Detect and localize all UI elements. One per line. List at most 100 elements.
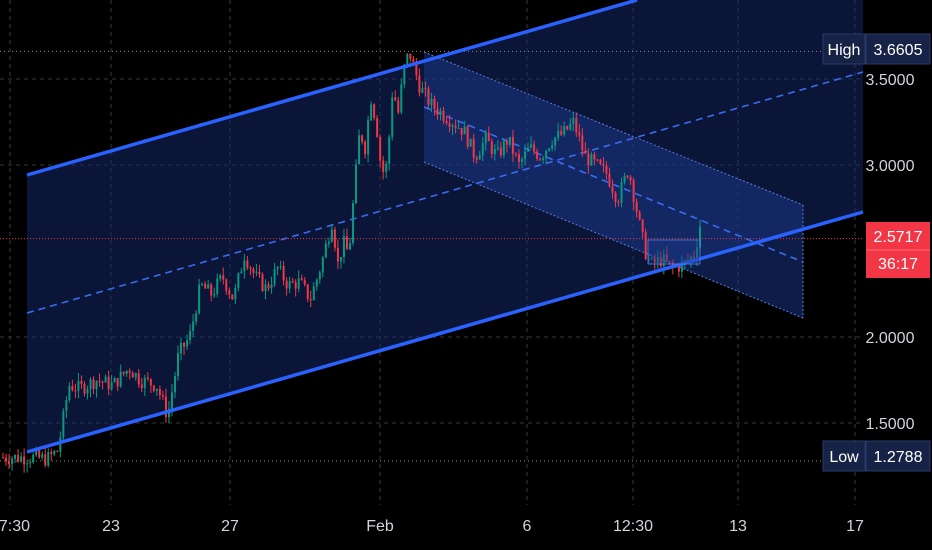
low-tag-value-box (865, 440, 931, 472)
candle-body (140, 384, 143, 389)
candle-body (481, 143, 484, 156)
ascending-channel-lower-line[interactable] (26, 210, 864, 454)
time-axis[interactable]: 17:30 23 27 Feb 6 12:30 13 17 (0, 518, 864, 535)
candle-body (466, 126, 469, 147)
candle-body (249, 267, 252, 269)
candle-body (605, 165, 608, 174)
candle-body (391, 97, 394, 137)
channel-drawings[interactable] (26, 0, 864, 452)
candle-body (554, 137, 557, 146)
candles (2, 53, 701, 473)
candle-body (119, 371, 122, 387)
candle-body (41, 454, 44, 458)
last-price-value: 2.5717 (874, 229, 923, 246)
last-price-tag: 2.5717 36:17 (866, 222, 930, 278)
candle-body (514, 153, 517, 155)
candle-body (358, 135, 361, 165)
candle-body (29, 462, 32, 464)
high-tag-value: 3.6605 (874, 42, 923, 59)
candle-body (198, 284, 201, 314)
candle-body (475, 157, 478, 160)
candle-body (629, 177, 632, 181)
candle-body (584, 150, 587, 154)
candle-body (246, 260, 249, 268)
candle-body (71, 386, 74, 391)
candle-body (352, 203, 355, 244)
candle-body (563, 126, 566, 135)
descending-channel-upper-line[interactable] (423, 51, 804, 206)
candle-body (128, 370, 131, 373)
candle-body (35, 450, 38, 456)
candle-body (626, 175, 629, 178)
candle-body (460, 127, 463, 135)
candle-body (173, 376, 176, 393)
candle-body (575, 118, 578, 133)
time-axis-tick-label: 23 (102, 518, 120, 535)
candle-body (161, 395, 164, 397)
candle-body (370, 104, 373, 121)
candle-body (677, 266, 680, 272)
candle-body (502, 140, 505, 156)
candle-body (240, 271, 243, 274)
candle-body (23, 456, 26, 465)
time-axis-tick-label: Feb (366, 518, 394, 535)
candle-body (65, 400, 68, 411)
candle-body (680, 262, 683, 272)
descending-channel-midline[interactable] (423, 106, 804, 263)
candle-body (400, 84, 403, 113)
candle-body (207, 284, 210, 289)
ascending-channel-midline[interactable] (26, 71, 864, 314)
candle-body (77, 380, 80, 391)
candle-body (330, 229, 333, 242)
candle-body (490, 141, 493, 155)
candle-body (560, 130, 563, 135)
price-axis-tick-label: 3.5000 (866, 72, 915, 89)
candle-body (427, 88, 430, 105)
price-axis[interactable]: 1.5000 2.0000 3.0000 3.5000 (866, 72, 915, 433)
candle-body (551, 145, 554, 149)
candle-body (412, 58, 415, 62)
candle-body (282, 266, 285, 281)
candle-body (44, 454, 47, 466)
time-axis-tick-label: 27 (221, 518, 239, 535)
candle-body (131, 372, 134, 378)
candle-body (650, 257, 653, 259)
channel-boundaries[interactable] (26, 0, 864, 454)
candle-body (530, 144, 533, 148)
candle-body (403, 64, 406, 85)
candle-body (695, 247, 698, 259)
candle-body (294, 282, 297, 289)
candle-body (536, 151, 539, 159)
candle-body (59, 437, 62, 452)
candle-body (593, 154, 596, 160)
candle-body (243, 260, 246, 272)
candle-body (539, 158, 542, 160)
candle-body (164, 396, 167, 418)
candle-body (195, 313, 198, 322)
candle-body (647, 258, 650, 260)
ascending-channel-upper-line[interactable] (26, 0, 638, 177)
candle-body (110, 382, 113, 390)
high-tag-label: High (828, 42, 861, 59)
time-axis-tick-label: 13 (729, 518, 747, 535)
candle-body (517, 154, 520, 162)
candle-body (665, 254, 668, 261)
time-axis-tick-label: 17:30 (0, 518, 30, 535)
candle-body (692, 256, 695, 259)
candle-body (149, 379, 152, 386)
candle-body (527, 147, 530, 152)
candle-body (379, 136, 382, 161)
candle-body (569, 123, 572, 130)
candle-body (152, 385, 155, 391)
candle-body (267, 284, 270, 289)
candle-body (662, 254, 665, 267)
candle-body (339, 257, 342, 262)
candle-body (327, 241, 330, 244)
candle-body (439, 110, 442, 115)
candle-body (632, 180, 635, 202)
candle-body (533, 144, 536, 152)
candle-body (587, 153, 590, 166)
candle-body (306, 284, 309, 300)
descending-channel-lower-line[interactable] (423, 161, 804, 319)
